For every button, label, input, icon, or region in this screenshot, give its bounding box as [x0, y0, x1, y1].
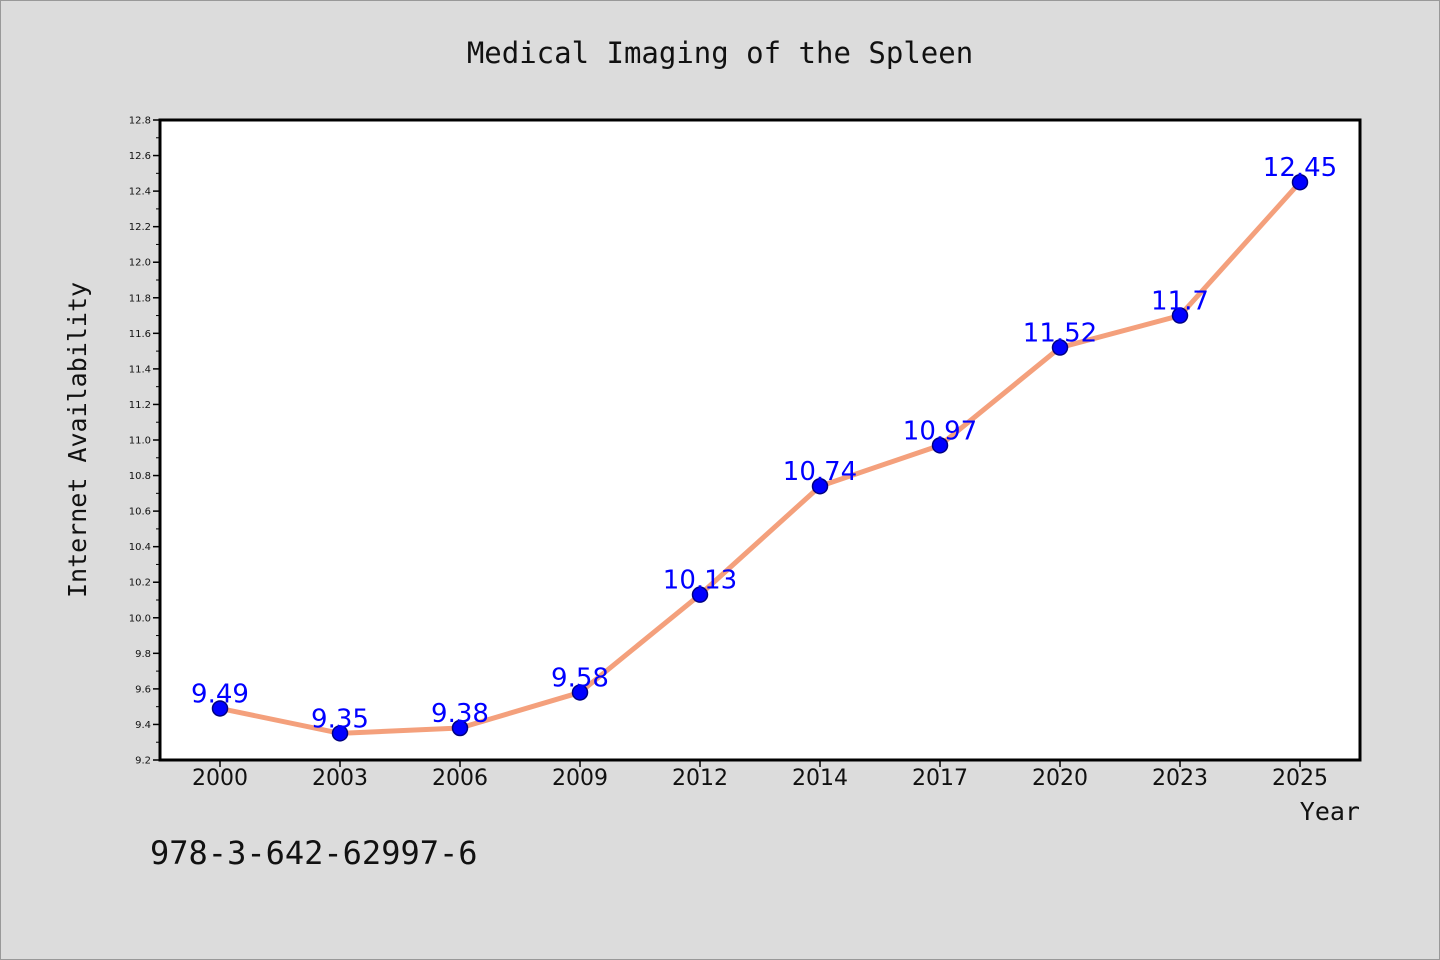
- x-tick-label: 2003: [312, 766, 368, 791]
- data-label: 12.45: [1263, 153, 1337, 183]
- y-tick-label: 12.8: [129, 116, 151, 127]
- y-axis-label: Internet Availability: [63, 282, 92, 598]
- series-markers: [211, 173, 1309, 742]
- data-label: 9.35: [311, 704, 369, 734]
- x-axis: 2000 2003 2006 2009 2012 2014 2017 2020 2023 2025: [192, 760, 1328, 791]
- data-label: 11.52: [1023, 319, 1097, 349]
- x-tick-label: 2017: [912, 766, 968, 791]
- y-tick-label: 9.2: [135, 756, 151, 767]
- y-tick-label: 11.0: [129, 436, 151, 447]
- x-axis-label: Year: [1300, 797, 1360, 826]
- series-line: [217, 179, 1303, 736]
- data-point: [1171, 307, 1189, 324]
- y-tick-label: 12.0: [129, 258, 151, 269]
- y-tick-label: 10.4: [129, 542, 151, 553]
- data-point: [331, 725, 349, 742]
- y-axis: 9.2 9.4 9.6 9.8 10.0 10.2 10.4 10.6 10.8 11.0 11.2…: [129, 116, 160, 767]
- x-tick-label: 2009: [552, 766, 608, 791]
- data-point: [1291, 173, 1309, 191]
- y-tick-label: 12.6: [129, 151, 151, 162]
- x-tick-label: 2012: [672, 766, 728, 791]
- y-tick-label: 10.2: [129, 578, 151, 589]
- data-label: 9.38: [431, 699, 489, 729]
- plot-frame: [158, 118, 1362, 762]
- y-tick-label: 9.4: [135, 720, 151, 731]
- y-tick-label: 12.4: [129, 187, 151, 198]
- data-point: [811, 477, 829, 495]
- x-tick-label: 2000: [192, 766, 248, 791]
- data-point: [931, 437, 949, 454]
- y-tick-label: 11.4: [129, 364, 151, 375]
- data-label: 9.58: [551, 663, 609, 693]
- data-labels: 9.49 9.35 9.38 9.58 10.13 10.74 10.97 11.52 11.7…: [191, 153, 1337, 734]
- x-tick-label: 2025: [1272, 766, 1328, 791]
- y-tick-label: 10.6: [129, 507, 151, 518]
- data-label: 9.49: [191, 679, 249, 709]
- x-tick-label: 2014: [792, 766, 848, 791]
- data-label: 10.13: [663, 566, 737, 596]
- x-tick-label: 2020: [1032, 766, 1088, 791]
- data-point: [571, 684, 589, 701]
- footer-code: 978-3-642-62997-6: [150, 834, 478, 872]
- data-label: 10.74: [783, 457, 857, 487]
- data-label: 11.7: [1151, 287, 1209, 317]
- y-tick-label: 11.8: [129, 293, 151, 304]
- data-point: [1051, 339, 1069, 356]
- data-point: [211, 700, 229, 717]
- y-tick-label: 12.2: [129, 222, 151, 233]
- y-tick-label: 10.8: [129, 471, 151, 482]
- y-tick-label: 11.6: [129, 329, 151, 340]
- data-point: [451, 719, 469, 737]
- x-tick-label: 2006: [432, 766, 488, 791]
- data-label: 10.97: [903, 416, 977, 446]
- data-point: [691, 586, 709, 603]
- chart-title: Medical Imaging of the Spleen: [467, 36, 973, 70]
- y-tick-label: 9.8: [135, 649, 151, 660]
- y-tick-label: 10.0: [129, 613, 151, 624]
- plot-area: [160, 120, 1360, 760]
- y-tick-label: 9.6: [135, 684, 151, 695]
- x-tick-label: 2023: [1152, 766, 1208, 791]
- y-tick-label: 11.2: [129, 400, 151, 411]
